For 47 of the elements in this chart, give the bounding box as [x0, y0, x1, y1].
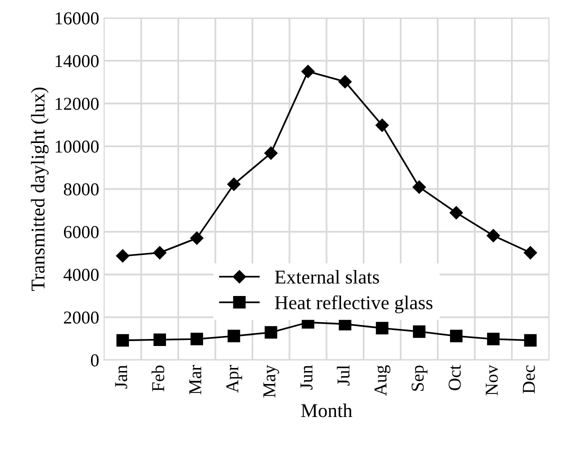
point	[116, 334, 129, 347]
point	[412, 180, 426, 194]
x-tick-label: Feb	[152, 366, 164, 392]
point	[487, 332, 500, 346]
x-tick-label: Jun	[300, 365, 313, 390]
x-tick-label: Oct	[448, 364, 461, 390]
point	[116, 249, 130, 262]
point	[412, 325, 426, 338]
x-tick-label: Nov	[486, 364, 498, 396]
y-axis-title: Transmitted daylight (lux)	[30, 88, 49, 291]
x-tick-label: Apr	[226, 365, 242, 393]
x-tick-label: Mar	[189, 365, 202, 394]
y-tick-label: 6000	[64, 226, 99, 238]
point	[264, 326, 278, 339]
x-axis-title: Month	[301, 404, 352, 418]
legend-label: External slats	[274, 270, 379, 284]
point	[154, 333, 166, 346]
point	[153, 246, 166, 260]
point	[338, 75, 352, 88]
point	[264, 146, 278, 160]
y-tick-label: 10000	[56, 140, 99, 153]
y-tick-label: 16000	[56, 12, 99, 24]
point	[376, 322, 388, 334]
y-tick-label: 14000	[56, 55, 99, 68]
point	[450, 206, 463, 220]
x-tick-label: Sep	[412, 366, 428, 391]
x-tick-label: Aug	[374, 365, 390, 396]
y-tick-label: 2000	[64, 312, 99, 324]
x-tick-label: May	[263, 364, 280, 398]
legend-label: Heat reflective glass	[274, 295, 432, 314]
y-tick-label: 4000	[64, 268, 99, 281]
y-tick-label: 12000	[56, 98, 99, 110]
point	[376, 118, 389, 132]
point	[524, 246, 537, 260]
point	[228, 330, 240, 342]
point	[450, 330, 463, 342]
point	[190, 332, 204, 346]
point	[301, 64, 315, 78]
point	[486, 229, 500, 242]
x-tick-label: Jul	[336, 365, 350, 386]
x-tick-label: Jan	[115, 365, 128, 389]
y-tick-label: 0	[90, 354, 99, 366]
y-tick-label: 8000	[64, 183, 99, 196]
point	[227, 178, 240, 191]
x-tick-label: Dec	[522, 365, 535, 394]
point	[524, 334, 537, 347]
point	[190, 232, 204, 245]
